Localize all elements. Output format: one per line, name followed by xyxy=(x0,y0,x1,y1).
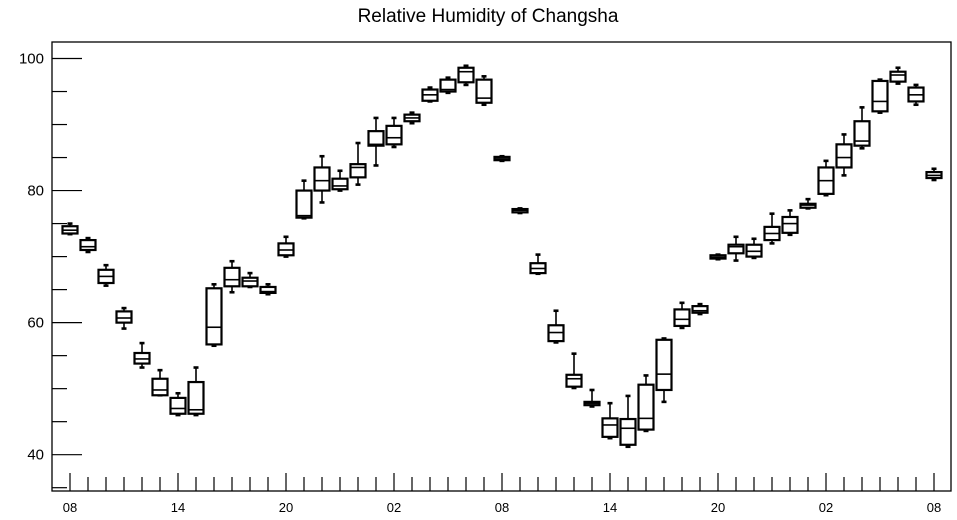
y-tick-label: 40 xyxy=(27,447,44,464)
box-31 xyxy=(619,394,637,449)
box-41 xyxy=(799,197,817,210)
box-18 xyxy=(385,116,403,149)
boxes xyxy=(61,64,943,449)
x-tick-label: 20 xyxy=(279,500,293,515)
box-45 xyxy=(871,78,889,114)
box-44 xyxy=(853,106,871,150)
box-body xyxy=(565,373,583,388)
box-19 xyxy=(403,111,421,125)
box-body xyxy=(673,308,691,328)
box-36 xyxy=(709,253,727,261)
box-8 xyxy=(205,283,223,348)
box-6 xyxy=(169,391,187,417)
y-tick-label: 60 xyxy=(27,315,44,332)
box-0 xyxy=(61,222,79,236)
box-body xyxy=(187,380,205,415)
box-20 xyxy=(421,86,439,103)
box-23 xyxy=(475,75,493,107)
chart-title: Relative Humidity of Changsha xyxy=(358,6,619,27)
box-body xyxy=(151,377,169,397)
box-body xyxy=(259,285,277,295)
box-48 xyxy=(925,167,943,182)
box-9 xyxy=(223,259,241,294)
box-35 xyxy=(691,302,709,316)
box-body xyxy=(331,177,349,191)
box-body xyxy=(727,243,745,255)
box-body xyxy=(313,166,331,192)
box-body xyxy=(439,78,457,93)
box-body xyxy=(223,266,241,288)
box-17 xyxy=(367,116,385,167)
box-body xyxy=(871,79,889,113)
box-24 xyxy=(493,154,511,163)
box-15 xyxy=(331,169,349,192)
box-39 xyxy=(763,212,781,245)
box-46 xyxy=(889,66,907,85)
box-3 xyxy=(115,306,133,330)
box-37 xyxy=(727,235,745,262)
x-tick-label: 20 xyxy=(711,500,725,515)
y-tick-label: 100 xyxy=(19,51,44,68)
box-5 xyxy=(151,368,169,397)
box-body xyxy=(691,305,709,314)
box-body xyxy=(601,417,619,438)
box-27 xyxy=(547,309,565,344)
plot-frame xyxy=(51,41,952,492)
box-body xyxy=(475,78,493,104)
box-11 xyxy=(259,283,277,296)
box-body xyxy=(205,287,223,346)
box-10 xyxy=(241,271,259,289)
x-tick-label: 14 xyxy=(603,500,617,515)
box-40 xyxy=(781,209,799,237)
box-body xyxy=(889,70,907,83)
box-21 xyxy=(439,76,457,95)
x-tick-label: 08 xyxy=(927,500,941,515)
box-body xyxy=(367,130,385,147)
x-tick-label: 02 xyxy=(819,500,833,515)
box-body xyxy=(835,143,853,169)
box-38 xyxy=(745,237,763,260)
box-body xyxy=(853,120,871,147)
box-32 xyxy=(637,374,655,433)
box-body xyxy=(295,189,313,219)
box-14 xyxy=(313,154,331,204)
box-2 xyxy=(97,263,115,287)
box-7 xyxy=(187,366,205,417)
box-4 xyxy=(133,341,151,369)
box-22 xyxy=(457,64,475,87)
box-body xyxy=(115,310,133,324)
box-body xyxy=(781,215,799,234)
x-tick-label: 08 xyxy=(495,500,509,515)
box-34 xyxy=(673,301,691,330)
box-16 xyxy=(349,141,367,186)
box-1 xyxy=(79,236,97,254)
box-12 xyxy=(277,235,295,258)
box-body xyxy=(169,396,187,415)
axes: 40 60 80 100 08 14 20 02 08 14 20 02 08 xyxy=(19,41,952,515)
box-body xyxy=(385,124,403,146)
y-tick-label: 80 xyxy=(27,183,44,200)
box-29 xyxy=(583,388,601,408)
box-33 xyxy=(655,337,673,404)
x-tick-label: 08 xyxy=(63,500,77,515)
box-26 xyxy=(529,253,547,276)
box-30 xyxy=(601,401,619,440)
box-47 xyxy=(907,83,925,107)
box-body xyxy=(241,276,259,288)
x-tick-label: 14 xyxy=(171,500,185,515)
box-25 xyxy=(511,207,529,215)
box-42 xyxy=(817,159,835,197)
box-28 xyxy=(565,352,583,390)
box-13 xyxy=(295,179,313,220)
box-body xyxy=(637,383,655,431)
x-tick-label: 02 xyxy=(387,500,401,515)
box-body xyxy=(79,238,97,252)
box-body xyxy=(619,417,637,446)
box-body xyxy=(457,66,475,84)
box-body xyxy=(655,338,673,392)
box-43 xyxy=(835,133,853,177)
box-body xyxy=(349,163,367,179)
